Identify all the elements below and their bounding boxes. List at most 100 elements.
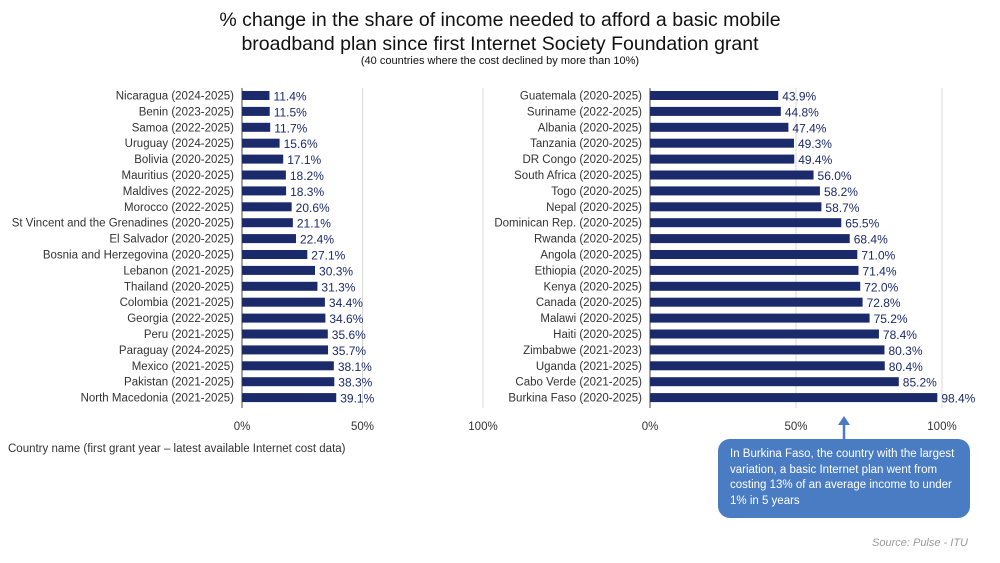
right-tick-label: 0% bbox=[642, 421, 659, 433]
left-data-label: 34.6% bbox=[329, 312, 363, 326]
left-category-label: Pakistan (2021-2025) bbox=[124, 377, 234, 389]
right-data-label: 44.8% bbox=[785, 105, 819, 119]
right-data-label: 80.4% bbox=[889, 360, 923, 374]
left-category-label: Paraguay (2024-2025) bbox=[119, 345, 234, 357]
left-data-label: 35.7% bbox=[332, 344, 366, 358]
right-bar bbox=[650, 234, 850, 244]
left-bar bbox=[242, 313, 326, 323]
right-data-label: 80.3% bbox=[888, 344, 922, 358]
right-category-label: Cabo Verde (2021-2025) bbox=[515, 377, 642, 389]
right-category-label: Zimbabwe (2021-2023) bbox=[523, 345, 642, 357]
left-data-label: 11.4% bbox=[273, 90, 306, 104]
left-bar bbox=[242, 281, 318, 291]
right-bar bbox=[650, 91, 779, 100]
right-data-label: 72.8% bbox=[867, 296, 901, 310]
left-bar bbox=[242, 122, 271, 132]
left-bar bbox=[242, 106, 270, 116]
left-category-label: Nicaragua (2024-2025) bbox=[116, 91, 234, 103]
right-category-label: Malawi (2020-2025) bbox=[540, 313, 642, 325]
right-category-label: Albania (2020-2025) bbox=[538, 122, 642, 134]
left-bar bbox=[242, 218, 293, 228]
left-bar bbox=[242, 377, 335, 387]
right-category-label: Togo (2020-2025) bbox=[551, 186, 642, 198]
right-category-label: Canada (2020-2025) bbox=[536, 297, 642, 309]
left-bar bbox=[242, 297, 325, 307]
right-data-label: 58.7% bbox=[825, 201, 859, 215]
right-bar bbox=[650, 313, 870, 323]
right-bar bbox=[650, 154, 795, 164]
left-bar bbox=[242, 250, 308, 259]
right-tick-label: 100% bbox=[927, 421, 956, 433]
left-tick-label: 0% bbox=[234, 421, 251, 433]
left-bar bbox=[242, 154, 284, 164]
axis-footnote: Country name (first grant year – latest … bbox=[8, 443, 346, 455]
left-data-label: 20.6% bbox=[296, 201, 330, 215]
right-bar bbox=[650, 138, 794, 148]
right-category-label: Kenya (2020-2025) bbox=[544, 281, 643, 293]
right-category-label: Nepal (2020-2025) bbox=[546, 202, 642, 214]
left-category-label: Peru (2021-2025) bbox=[144, 329, 234, 341]
left-category-label: St Vincent and the Grenadines (2020-2025… bbox=[12, 218, 234, 230]
right-data-label: 65.5% bbox=[845, 217, 879, 231]
left-bar bbox=[242, 265, 316, 275]
left-category-label: Morocco (2022-2025) bbox=[124, 202, 234, 214]
left-category-label: El Salvador (2020-2025) bbox=[109, 234, 234, 246]
right-bar bbox=[650, 186, 820, 196]
left-tick-label: 50% bbox=[351, 421, 374, 433]
left-bar bbox=[242, 202, 292, 212]
left-category-label: Thailand (2020-2025) bbox=[124, 281, 234, 293]
right-bar bbox=[650, 218, 842, 228]
right-data-label: 72.0% bbox=[864, 280, 898, 294]
right-bar bbox=[650, 106, 781, 116]
right-bar bbox=[650, 170, 814, 180]
right-data-label: 58.2% bbox=[824, 185, 858, 199]
left-data-label: 18.3% bbox=[290, 185, 324, 199]
right-category-label: Rwanda (2020-2025) bbox=[534, 234, 642, 246]
left-data-label: 39.1% bbox=[340, 392, 374, 406]
left-data-label: 15.6% bbox=[284, 137, 318, 151]
right-data-label: 56.0% bbox=[818, 169, 852, 183]
left-category-label: Colombia (2021-2025) bbox=[120, 297, 235, 309]
right-data-label: 78.4% bbox=[883, 328, 917, 342]
left-bar bbox=[242, 393, 337, 403]
left-data-label: 31.3% bbox=[321, 280, 355, 294]
left-bar bbox=[242, 186, 287, 196]
right-category-label: Dominican Rep. (2020-2025) bbox=[494, 218, 642, 230]
left-data-label: 18.2% bbox=[290, 169, 324, 183]
left-bar bbox=[242, 170, 286, 180]
left-data-label: 21.1% bbox=[297, 217, 331, 231]
left-category-label: Maldives (2022-2025) bbox=[123, 186, 234, 198]
right-category-label: Suriname (2022-2025) bbox=[527, 106, 642, 118]
right-data-label: 49.3% bbox=[798, 137, 832, 151]
right-data-label: 49.4% bbox=[798, 153, 832, 167]
left-bar bbox=[242, 138, 280, 148]
left-category-label: Uruguay (2024-2025) bbox=[125, 138, 234, 150]
left-category-label: Georgia (2022-2025) bbox=[127, 313, 234, 325]
left-data-label: 34.4% bbox=[329, 296, 363, 310]
right-bar bbox=[650, 122, 789, 132]
right-category-label: DR Congo (2020-2025) bbox=[522, 154, 642, 166]
left-data-label: 11.7% bbox=[274, 121, 307, 135]
left-category-label: Mauritius (2020-2025) bbox=[121, 170, 234, 182]
chart-title: % change in the share of income needed t… bbox=[0, 8, 1000, 56]
left-data-label: 38.1% bbox=[338, 360, 372, 374]
right-category-label: Ethiopia (2020-2025) bbox=[535, 265, 643, 277]
right-category-label: Guatemala (2020-2025) bbox=[520, 91, 642, 103]
left-category-label: Mexico (2021-2025) bbox=[132, 361, 234, 373]
right-category-label: Haiti (2020-2025) bbox=[553, 329, 642, 341]
right-bar bbox=[650, 281, 861, 291]
right-category-label: South Africa (2020-2025) bbox=[514, 170, 642, 182]
left-category-label: Bolivia (2020-2025) bbox=[134, 154, 234, 166]
left-data-label: 30.3% bbox=[319, 264, 353, 278]
left-data-label: 11.5% bbox=[274, 105, 307, 119]
right-data-label: 71.0% bbox=[861, 249, 895, 263]
callout-box: In Burkina Faso, the country with the la… bbox=[718, 439, 970, 518]
left-data-label: 38.3% bbox=[338, 376, 372, 390]
left-category-label: Lebanon (2021-2025) bbox=[123, 265, 234, 277]
right-bar bbox=[650, 377, 899, 387]
right-bar bbox=[650, 250, 858, 259]
left-bar bbox=[242, 329, 328, 339]
left-bar bbox=[242, 234, 296, 244]
right-bar bbox=[650, 361, 885, 371]
